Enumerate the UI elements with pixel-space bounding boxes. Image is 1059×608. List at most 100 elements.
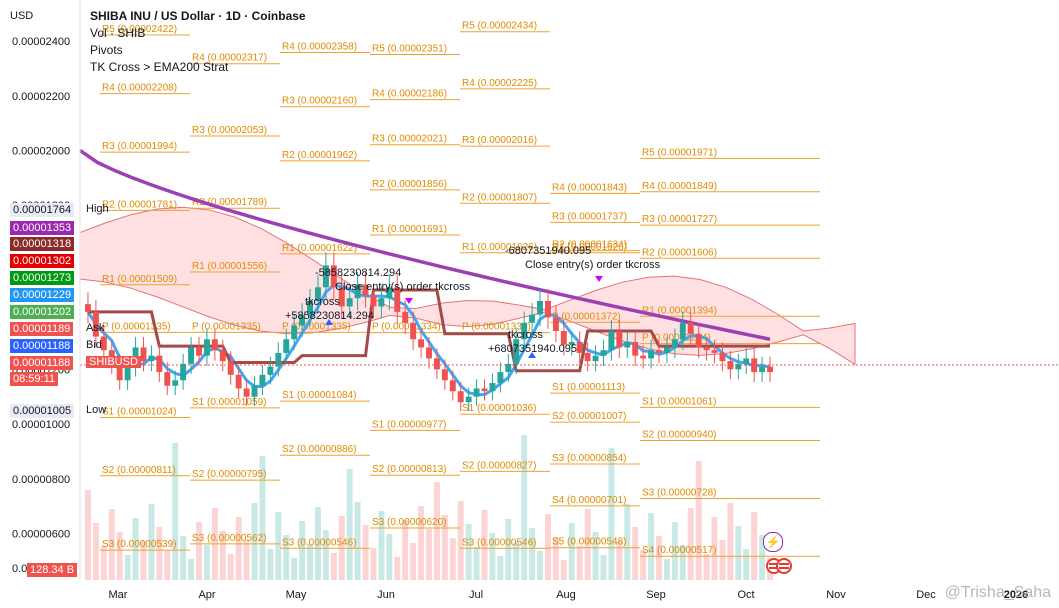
volume-bar [568,523,575,580]
price-tag: 0.00001273 [10,271,75,285]
trade-markers: tkcross +5858230814.294 Close entry(s) ord… [285,245,661,358]
price-tag-label: High [86,203,109,215]
us-flag-icon[interactable] [764,556,794,576]
sell-arrow-icon [595,276,603,282]
ema200-line [79,149,771,341]
currency-label: USD [10,10,34,22]
pivot-label: R5 (0.00002434) [462,21,537,32]
pivot-label: R5 (0.00002351) [372,43,447,54]
candle-body [426,347,432,359]
volume-bar [394,557,401,580]
pivot-label: S2 (0.00001007) [552,411,627,422]
volume-bar [497,556,504,580]
indicator-pivots[interactable]: Pivots [90,43,123,57]
price-tag-label: Ask [86,322,105,334]
candle-body [751,358,758,373]
volume-bar [521,435,528,580]
candle-body [299,314,306,326]
lightning-icon[interactable]: ⚡ [763,532,783,552]
pivot-label: P (0.00001335) [102,321,171,332]
volume-bar [576,546,583,580]
price-tag: 0.00001302 [10,254,75,268]
pivot-label: R3 (0.00002016) [462,135,537,146]
candle-body [410,322,417,340]
candle-body [529,314,536,323]
x-tick-label: Nov [826,589,846,601]
y-tick-label: 0.00001000 [12,419,70,431]
volume-bar [156,527,163,580]
candle-body [196,347,202,356]
pivot-label: R3 (0.00002021) [372,134,447,145]
candle-body [441,369,448,381]
pivot-label: R3 (0.00001737) [552,211,627,222]
pivot-label: S2 (0.00000886) [282,444,357,455]
price-tag-label: Bid [86,339,102,351]
indicator-volume[interactable]: Vol · SHIB [90,26,146,40]
volume-bar [172,443,179,580]
pivot-label: S2 (0.00000813) [372,464,447,475]
price-tag: 0.00001188 [10,339,74,353]
trade-value: +5858230814.294 [285,310,374,322]
candle-body [227,361,234,375]
price-tag: 0.00001353 [10,221,75,235]
pivot-label: R2 (0.00001634) [552,240,627,251]
trade-label: tkcross [508,329,543,341]
candle-body [433,358,440,370]
candle-body [418,339,425,348]
candle-body [576,341,583,353]
volume-bar [426,529,432,580]
pivot-label: R2 (0.00001962) [282,150,357,161]
volume-bar [108,509,115,580]
pivot-label: R2 (0.00001781) [102,199,177,210]
volume-bar [624,504,631,580]
pivot-label: P (0.00001294) [642,333,711,344]
volume-bar [592,532,599,580]
volume-bar [148,504,155,580]
candle-body [560,331,567,345]
candle-body [203,339,210,356]
symbol-title[interactable]: SHIBA INU / US Dollar · 1D · Coinbase [90,9,306,23]
candle-body [481,388,488,392]
candle-body [378,298,385,307]
volume-bar [307,544,313,580]
pivot-label: R5 (0.00001971) [642,147,717,158]
volume-tag: 128.34 B [27,563,78,577]
price-tag: 0.00001188 [10,356,74,370]
pivot-label: R4 (0.00002208) [102,83,177,94]
volume-bar [441,515,448,580]
pivot-label: R2 (0.00001789) [192,197,267,208]
y-tick-label: 0.00002400 [12,36,70,48]
price-tag: 0.00001764 [10,203,75,217]
candle-body [679,322,686,340]
candle-body [449,380,456,392]
candle-body [235,374,242,389]
pivot-label: S2 (0.00000795) [192,469,267,480]
candle-body [315,287,321,301]
candle-body [457,391,464,403]
volume-bar [410,543,417,580]
candle-body [140,347,147,362]
pivot-label: S2 (0.00000940) [642,429,717,440]
pivot-label: S3 (0.00000546) [462,537,537,548]
volume-bar [465,524,472,580]
volume-bar [243,540,250,580]
trade-label: tkcross [305,296,340,308]
pivot-label: R4 (0.00001843) [552,182,627,193]
pivot-label: S3 (0.00000539) [102,539,177,550]
x-tick-label: Mar [109,589,128,601]
pivot-label: R3 (0.00002160) [282,96,357,107]
y-tick-label: 0.00000800 [12,474,70,486]
volume-bar [648,513,655,580]
price-tag: 0.00001229 [10,288,75,302]
x-tick-label: May [286,589,307,601]
candle-body [489,383,496,392]
pivot-label: R1 (0.00001626) [462,242,537,253]
pivot-label: S1 (0.00001113) [552,382,625,393]
candle-body [759,366,766,373]
y-tick-label: 0.00002000 [12,145,70,157]
x-tick-label: Oct [737,589,754,601]
candle-body [545,300,551,318]
indicator-strategy[interactable]: TK Cross > EMA200 Strat [90,60,229,74]
volume-bar [600,555,607,580]
